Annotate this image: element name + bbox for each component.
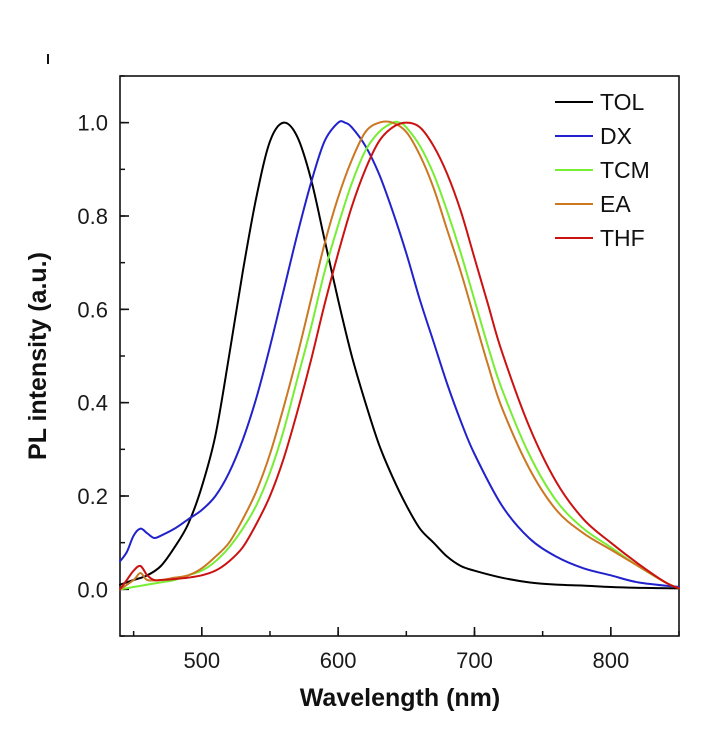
legend-label-tcm: TCM (600, 157, 650, 183)
x-axis: 500 600 700 800 (132, 627, 680, 673)
series-line-ea (119, 120, 680, 591)
x-tick-label: 500 (183, 648, 220, 673)
legend: TOL DX TCM EA THF (555, 89, 650, 251)
legend-label-dx: DX (600, 123, 632, 149)
x-axis-title: Wavelength (nm) (300, 684, 500, 712)
y-tick-label: 0.0 (77, 577, 108, 602)
y-tick-label: 0.4 (77, 391, 108, 416)
legend-label-tol: TOL (600, 89, 645, 115)
y-tick-label: 0.8 (77, 204, 108, 229)
y-tick-label: 0.6 (77, 297, 108, 322)
series-line-thf (119, 121, 680, 591)
series-line-dx (119, 120, 680, 588)
x-tick-label: 800 (592, 648, 629, 673)
legend-label-thf: THF (600, 225, 645, 251)
legend-label-ea: EA (600, 191, 631, 217)
x-tick-label: 600 (320, 648, 357, 673)
series-group (119, 120, 680, 591)
series-line-tol (119, 121, 680, 590)
y-axis-title: PL intensity (a.u.) (24, 252, 52, 460)
y-tick-label: 0.2 (77, 484, 108, 509)
y-tick-label: 1.0 (77, 111, 108, 136)
plot-frame (119, 75, 680, 637)
y-axis: 0.0 0.2 0.4 0.6 0.8 1.0 (77, 75, 129, 637)
x-tick-label: 700 (456, 648, 493, 673)
series-line-tcm (119, 120, 680, 591)
